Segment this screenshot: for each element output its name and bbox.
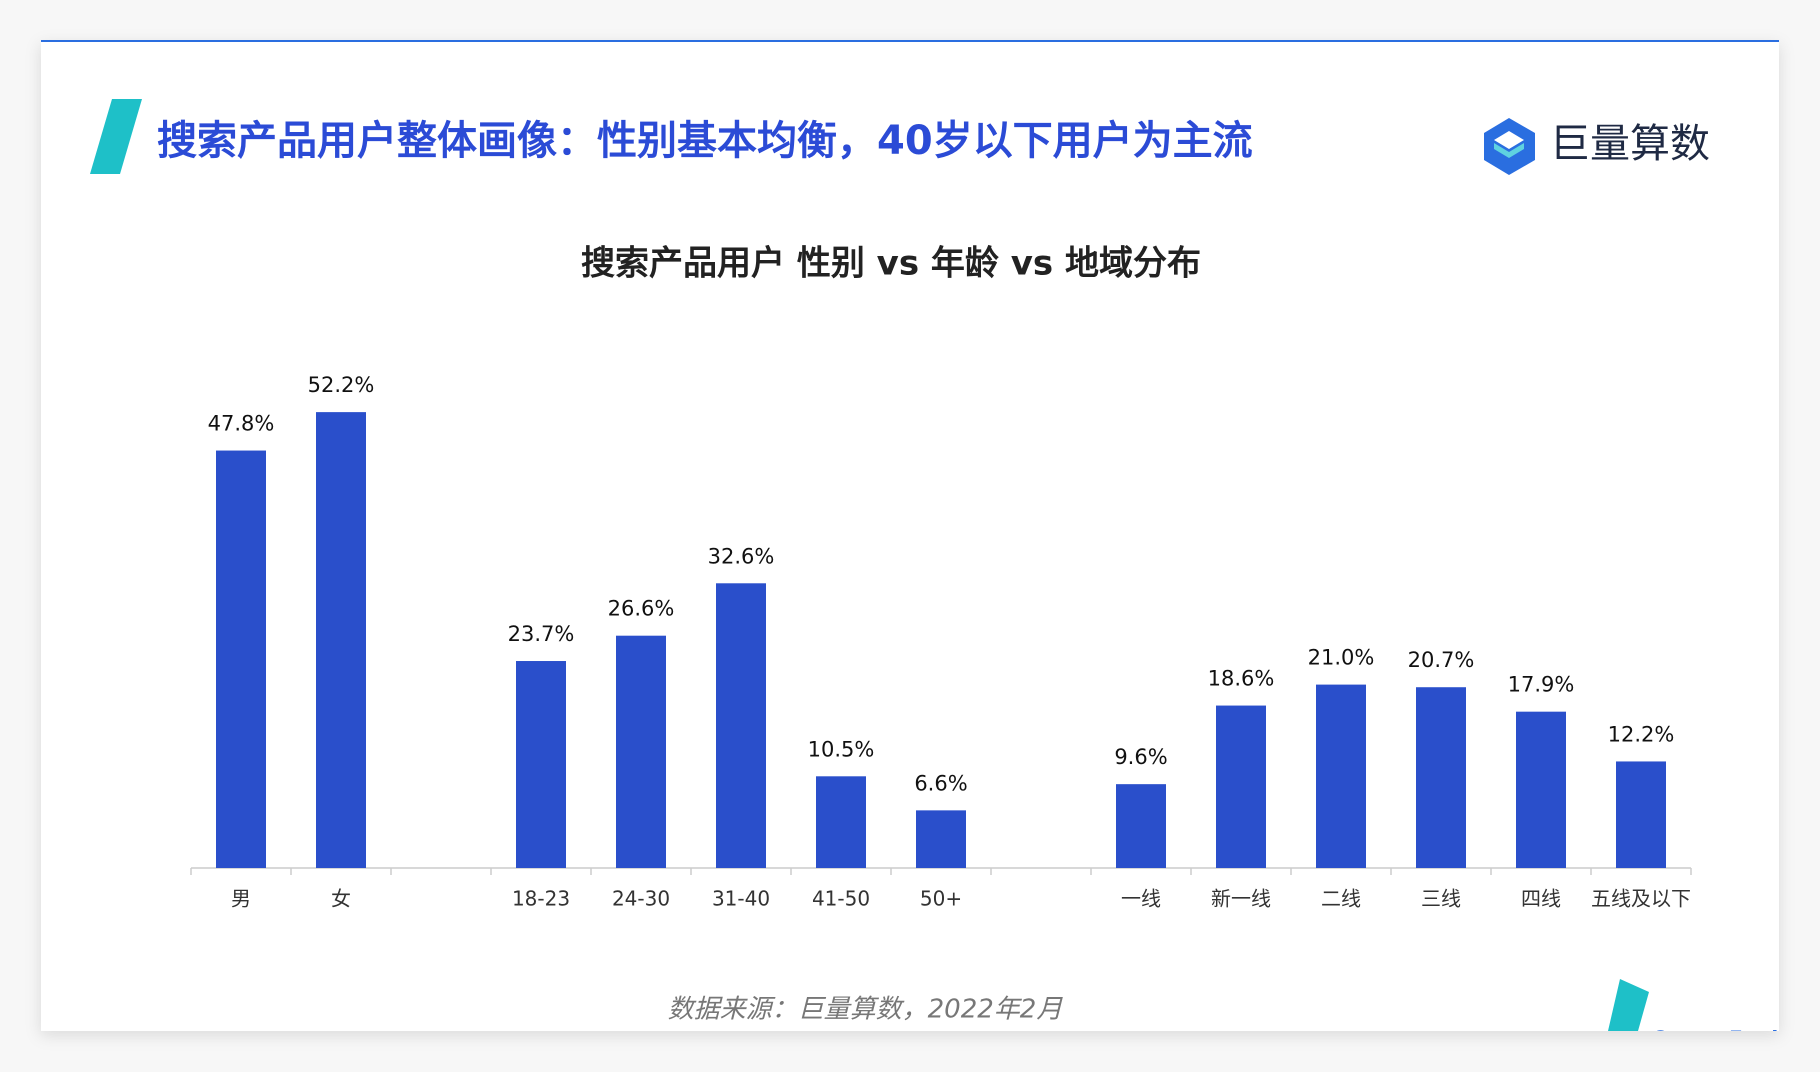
bar: [516, 661, 566, 868]
slide-card: [41, 41, 1779, 1031]
chart-title: 搜索产品用户 性别 vs 年龄 vs 地域分布: [581, 244, 1201, 284]
logo-text: 巨量算数: [1550, 121, 1710, 167]
bar: [916, 810, 966, 868]
x-tick-label: 50+: [920, 887, 962, 911]
x-tick-label: 四线: [1521, 887, 1561, 911]
x-tick-label: 41-50: [812, 887, 870, 911]
value-label: 21.0%: [1308, 646, 1375, 670]
value-label: 47.8%: [208, 412, 275, 436]
title-accent: [90, 99, 142, 174]
bar: [316, 412, 366, 868]
source-note: 数据来源：巨量算数，2022年2月: [668, 995, 1064, 1025]
bar: [1616, 761, 1666, 868]
bar: [1216, 705, 1266, 868]
value-label: 18.6%: [1208, 667, 1275, 691]
x-tick-label: 31-40: [712, 887, 770, 911]
x-tick-label: 五线及以下: [1591, 887, 1691, 911]
value-label: 32.6%: [708, 544, 775, 568]
bar: [1516, 711, 1566, 868]
value-label: 20.7%: [1408, 648, 1475, 672]
x-tick-label: 男: [231, 887, 251, 911]
x-tick-label: 二线: [1321, 887, 1361, 911]
x-tick-label: 一线: [1121, 887, 1161, 911]
logo-icon: [1484, 118, 1535, 175]
value-label: 10.5%: [808, 737, 875, 761]
value-label: 52.2%: [308, 373, 375, 397]
x-tick-label: 24-30: [612, 887, 670, 911]
value-label: 17.9%: [1508, 673, 1575, 697]
bar: [1416, 687, 1466, 868]
slide-title: 搜索产品用户整体画像：性别基本均衡，40岁以下用户为主流: [157, 118, 1253, 164]
x-tick-label: 新一线: [1211, 887, 1271, 911]
value-label: 12.2%: [1608, 722, 1675, 746]
x-tick-label: 女: [331, 887, 351, 911]
bar: [816, 776, 866, 868]
value-label: 26.6%: [608, 597, 675, 621]
footer-accent: [1608, 979, 1649, 1031]
bar: [1116, 784, 1166, 868]
x-tick-label: 18-23: [512, 887, 570, 911]
bar: [716, 583, 766, 868]
value-label: 6.6%: [914, 771, 967, 795]
x-tick-label: 三线: [1421, 887, 1461, 911]
slide-content: 搜索产品用户整体画像：性别基本均衡，40岁以下用户为主流 巨量算数 搜索产品用户…: [90, 99, 1806, 1051]
value-label: 23.7%: [508, 622, 575, 646]
bar: [216, 450, 266, 868]
bar: [616, 635, 666, 868]
bar: [1316, 684, 1366, 868]
value-label: 9.6%: [1114, 745, 1167, 769]
footer-brand: Ocean Engine: [1652, 1027, 1806, 1051]
